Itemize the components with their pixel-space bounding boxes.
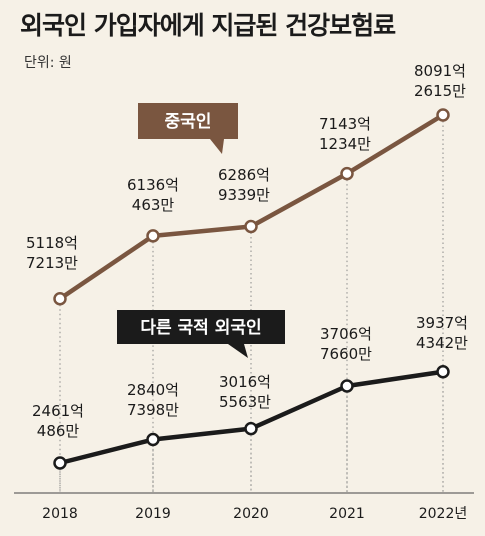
unit-label: 단위: 원 bbox=[24, 55, 72, 71]
data-point-1-2 bbox=[244, 421, 258, 436]
data-label-0-1: 463만 bbox=[132, 196, 175, 214]
data-label-0-2: 9339만 bbox=[218, 186, 270, 204]
data-label-1-3: 7660만 bbox=[320, 345, 372, 363]
data-label-0-4: 2615만 bbox=[414, 82, 466, 100]
series-tag-label-1: 다른 국적 외국인 bbox=[140, 318, 261, 338]
data-point-0-1 bbox=[146, 229, 160, 243]
data-label-0-1: 6136억 bbox=[127, 176, 179, 194]
series-tag-0 bbox=[138, 103, 238, 139]
chart-title: 외국인 가입자에게 지급된 건강보험료 bbox=[20, 11, 396, 40]
data-label-1-2: 3016억 bbox=[219, 373, 271, 391]
data-point-0-3 bbox=[340, 166, 354, 181]
series-tag-pointer-0 bbox=[210, 139, 224, 154]
data-point-1-4 bbox=[436, 364, 450, 379]
series-tag-label-0: 중국인 bbox=[165, 112, 212, 132]
data-point-1-0 bbox=[53, 456, 67, 470]
data-label-0-2: 6286억 bbox=[218, 166, 270, 184]
data-label-1-0: 2461억 bbox=[32, 402, 84, 420]
data-point-1-1 bbox=[146, 432, 160, 447]
data-point-0-4 bbox=[436, 108, 450, 122]
data-label-1-4: 4342만 bbox=[416, 334, 468, 352]
data-label-1-2: 5563만 bbox=[219, 393, 271, 411]
data-label-1-1: 2840억 bbox=[127, 381, 179, 399]
series-tag-1 bbox=[117, 310, 285, 344]
data-label-1-3: 3706억 bbox=[320, 325, 372, 343]
x-tick-label: 2020 bbox=[233, 506, 269, 522]
data-label-0-3: 1234만 bbox=[319, 135, 371, 153]
data-label-1-4: 3937억 bbox=[416, 314, 468, 332]
data-point-0-0 bbox=[53, 291, 67, 306]
x-tick-label: 2022년 bbox=[419, 506, 468, 522]
data-point-0-2 bbox=[244, 219, 258, 234]
data-label-0-0: 7213만 bbox=[26, 254, 78, 272]
data-label-0-0: 5118억 bbox=[26, 234, 78, 252]
x-tick-label: 2019 bbox=[135, 506, 171, 522]
data-label-1-0: 486만 bbox=[37, 422, 80, 440]
data-label-0-4: 8091억 bbox=[414, 62, 466, 80]
data-label-0-3: 7143억 bbox=[319, 115, 371, 133]
series-line-0 bbox=[58, 113, 445, 301]
data-point-1-3 bbox=[340, 379, 354, 393]
x-tick-label: 2021 bbox=[329, 506, 365, 522]
data-label-1-1: 7398만 bbox=[127, 401, 179, 419]
x-tick-label: 2018 bbox=[42, 506, 78, 522]
series-tag-pointer-1 bbox=[228, 344, 248, 358]
